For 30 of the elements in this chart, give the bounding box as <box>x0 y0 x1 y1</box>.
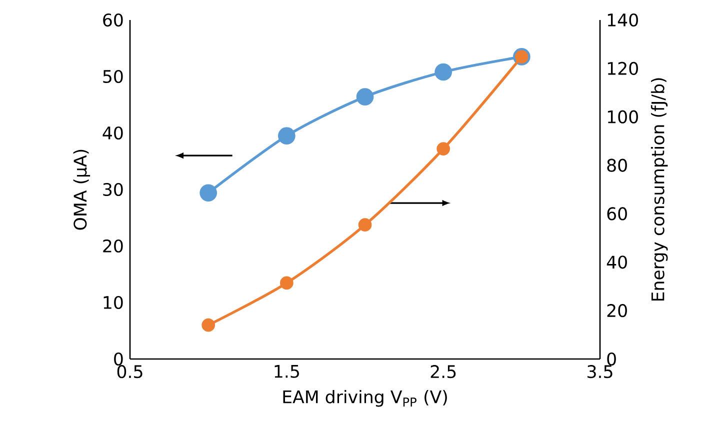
y-tick-label: 30 <box>103 182 123 196</box>
y-axis-title: OMA (µA) <box>73 150 90 230</box>
y-tick-label: 40 <box>102 126 123 140</box>
x-tick-label: 2.5 <box>430 365 456 378</box>
y2-tick-label: 140 <box>608 13 638 27</box>
point <box>436 142 450 156</box>
y2-tick-label: 0 <box>607 352 616 366</box>
x-axis-title: EAM driving V$_{PP}$ (V) <box>283 390 447 407</box>
y-tick-label: 10 <box>104 296 123 310</box>
point <box>278 127 296 144</box>
y2-axis-title: Energy consumption (fJ/b) <box>650 78 668 301</box>
y2-tick-label: 60 <box>607 207 627 220</box>
y-tick-label: 20 <box>103 239 123 253</box>
y-tick-label: 0 <box>114 352 123 366</box>
x-tick-label: 3.5 <box>588 365 612 378</box>
point <box>434 63 452 81</box>
y2-tick-label: 120 <box>608 62 638 75</box>
y-tick-label: 60 <box>103 13 123 27</box>
y2-tick-label: 20 <box>607 304 627 318</box>
y2-tick-label: 80 <box>607 158 627 172</box>
x-tick-label: 0.5 <box>117 365 142 378</box>
y2-tick-label: 100 <box>608 110 638 124</box>
point <box>200 184 218 202</box>
x-tick-label: 1.5 <box>274 365 299 378</box>
y2-tick-label: 40 <box>606 256 627 269</box>
point <box>358 218 372 232</box>
point <box>280 276 294 290</box>
point <box>202 318 216 332</box>
point <box>356 88 374 106</box>
y-tick-label: 50 <box>103 70 123 84</box>
